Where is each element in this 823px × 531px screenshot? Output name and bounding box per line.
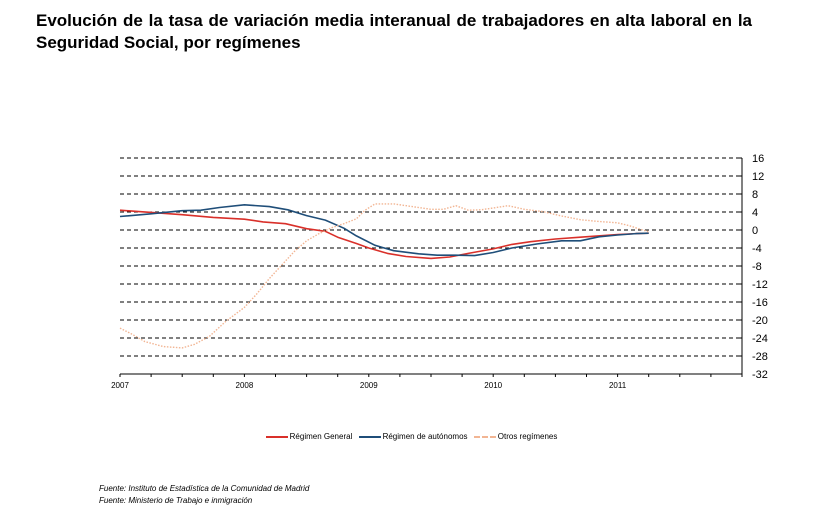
series-line-regimen-de-autonomos — [119, 204, 649, 257]
y-tick-label: -24 — [752, 333, 768, 345]
legend-label-regimen-autonomos: Régimen de autónomos — [382, 432, 468, 441]
series-line-otros-regimenes — [119, 203, 649, 349]
x-tick-label: 2011 — [609, 381, 627, 390]
x-tick-label: 2010 — [484, 381, 502, 390]
y-tick-label: -32 — [752, 369, 768, 381]
y-tick-label: -16 — [752, 297, 768, 309]
series-lines — [119, 203, 649, 349]
y-tick-label: 0 — [752, 225, 758, 237]
x-tick-label: 2009 — [360, 381, 378, 390]
y-tick-label: -12 — [752, 279, 768, 291]
y-tick-label: -20 — [752, 315, 768, 327]
grid-lines — [120, 157, 743, 375]
legend: Régimen General Régimen de autónomos Otr… — [0, 432, 823, 441]
series-line-regimen-general — [119, 209, 649, 260]
y-tick-label: -8 — [752, 261, 762, 273]
x-tick-label: 2007 — [111, 381, 129, 390]
legend-item-otros-regimenes: Otros regímenes — [473, 432, 558, 441]
page-title: Evolución de la tasa de variación media … — [36, 11, 752, 52]
x-axis: 2007 2008 2009 2010 2011 — [111, 373, 743, 390]
legend-label-regimen-general: Régimen General — [289, 432, 353, 441]
legend-swatch-otros-regimenes — [473, 435, 496, 438]
y-axis-tick-labels: 16 12 8 4 0 -4 -8 -12 -16 -20 -24 -28 -32 — [752, 153, 768, 381]
legend-item-regimen-general: Régimen General — [265, 432, 353, 441]
legend-swatch-regimen-general — [265, 435, 288, 438]
legend-item-regimen-autonomos: Régimen de autónomos — [358, 432, 468, 441]
y-tick-label: -4 — [752, 243, 762, 255]
x-tick-label: 2008 — [236, 381, 254, 390]
source-note-2: Fuente: Ministerio de Trabajo e inmigrac… — [99, 496, 253, 505]
y-tick-label: 16 — [752, 153, 764, 165]
source-note-1: Fuente: Instituto de Estadística de la C… — [99, 484, 310, 493]
y-tick-label: 4 — [752, 207, 758, 219]
y-tick-label: 8 — [752, 189, 758, 201]
legend-label-otros-regimenes: Otros regímenes — [497, 432, 558, 441]
legend-swatch-regimen-autonomos — [358, 435, 381, 438]
y-tick-label: -28 — [752, 351, 768, 363]
y-tick-label: 12 — [752, 171, 764, 183]
